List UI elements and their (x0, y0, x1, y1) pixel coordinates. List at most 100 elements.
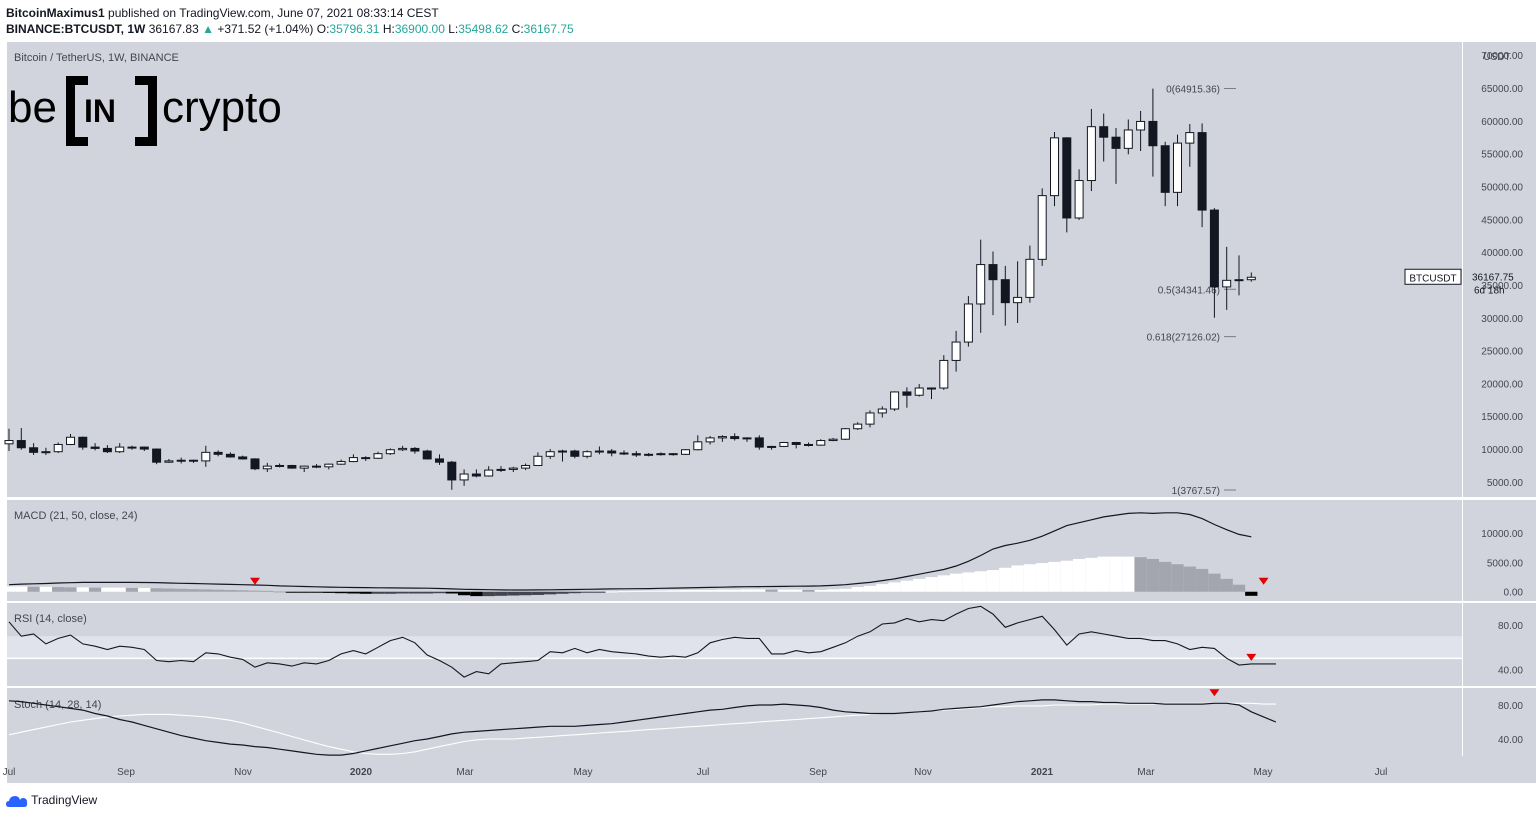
stoch-label: Stoch (14, 28, 14) (14, 699, 101, 711)
macd-histogram-bar (937, 575, 950, 592)
stoch-tick-label: 80.00 (1498, 701, 1523, 712)
chart-labels: Bitcoin / TetherUS, 1W, BINANCE BTCUSDT 3… (14, 52, 1514, 296)
price-tick-label: 25000.00 (1481, 347, 1523, 358)
candle-up (176, 459, 186, 462)
author-name[interactable]: BitcoinMaximus1 (6, 6, 105, 20)
candle-down (189, 459, 198, 462)
candle-up (521, 464, 531, 469)
candle-down (312, 465, 321, 468)
candle-up (681, 449, 690, 455)
time-tick-label: Nov (914, 767, 932, 778)
macd-histogram-bar (224, 589, 237, 592)
price-pane-bg-axis (1462, 42, 1536, 497)
time-tick-label: Jul (1375, 767, 1388, 778)
watermark-bracket-left-top (66, 76, 88, 85)
macd-histogram-bar (334, 591, 348, 594)
macd-histogram-bar (617, 591, 631, 593)
macd-histogram-bar (421, 591, 434, 594)
macd-histogram-bar (396, 591, 409, 594)
candle-down (102, 447, 112, 453)
stoch-pane-bg (7, 688, 1462, 756)
macd-histogram-bar (630, 590, 643, 592)
macd-histogram-bar (679, 589, 692, 592)
candle-down (78, 436, 88, 448)
candle-down (988, 264, 998, 281)
watermark-bracket-right-bottom (135, 137, 157, 146)
price-axis-unit: USDT (1483, 52, 1510, 63)
candle-up (1234, 279, 1244, 282)
candle-down (804, 443, 813, 446)
candle-up (385, 449, 395, 455)
rsi-pane-bg-axis (1462, 603, 1536, 686)
candle-up (644, 453, 654, 456)
macd-histogram-bar (999, 567, 1012, 592)
macd-histogram-bar (273, 591, 286, 593)
chart-title: Bitcoin / TetherUS, 1W, BINANCE (14, 52, 179, 64)
axis-separator (1462, 42, 1463, 756)
candle-up (459, 473, 469, 481)
candle-up (779, 442, 789, 447)
candle-up (41, 451, 51, 454)
time-tick-label: Mar (1137, 767, 1155, 778)
candle-up (53, 443, 63, 453)
rsi-tick-label: 80.00 (1498, 621, 1523, 632)
watermark-bracket-right-top (135, 76, 157, 85)
macd-histogram-bar (642, 590, 655, 592)
time-tick-label: Nov (234, 767, 252, 778)
price-tick-label: 30000.00 (1481, 314, 1523, 325)
candle-down (16, 440, 26, 449)
candle-down (754, 437, 764, 448)
change-up-icon: ▲ (202, 22, 214, 36)
candle-down (250, 458, 260, 470)
candle-up (484, 469, 494, 477)
candle-up (1086, 126, 1096, 182)
watermark-bracket-right (148, 76, 157, 146)
time-axis-bg (7, 756, 1536, 783)
candle-up (558, 450, 567, 453)
candle-down (435, 458, 444, 463)
candle-down (287, 464, 297, 469)
low-label: L: (448, 22, 459, 36)
signal-marker (1246, 653, 1257, 661)
macd-line (8, 512, 1252, 591)
candle-down (1111, 136, 1121, 149)
candle-up (373, 453, 383, 459)
price-tick-label: 5000.00 (1487, 478, 1524, 489)
macd-histogram-bar (1195, 568, 1209, 592)
macd-histogram-bar (138, 587, 151, 592)
last-price-label: 36167.75 (1472, 272, 1514, 283)
macd-histogram-bar (1023, 564, 1037, 592)
macd-histogram-bar (1048, 561, 1061, 592)
time-axis: Jul Sep Nov 2020 Mar May Jul Sep Nov 2021 Mar May Ju… (3, 767, 1388, 778)
price-tick-label: 35000.00 (1481, 281, 1523, 292)
macd-histogram-bar (199, 589, 212, 592)
candle-up (1185, 132, 1195, 144)
publish-info: published on TradingView.com, June 07, 2… (108, 6, 439, 20)
tradingview-logo[interactable]: TradingView (6, 793, 97, 808)
candle-up (976, 264, 986, 305)
pane-backgrounds (7, 42, 1536, 783)
stoch-k-line (8, 699, 1277, 756)
candle-down (619, 452, 629, 455)
macd-pane-bg-axis (1462, 500, 1536, 601)
macd-histogram-bar (1146, 558, 1160, 592)
candle-up (914, 387, 924, 396)
macd-histogram-bar (593, 591, 606, 593)
time-tick-label: Jul (3, 767, 16, 778)
candle-up (1173, 142, 1182, 193)
candle-up (201, 451, 211, 462)
close-label: C: (511, 22, 524, 36)
time-tick-label: May (1254, 767, 1273, 778)
price-pane-bg (7, 42, 1462, 497)
macd-histogram-bar (507, 591, 520, 596)
fib-retracement: 0(64915.36) 0.5(34341.46) 0.618(27126.02) 1… (1147, 85, 1236, 497)
macd-histogram-bar (568, 591, 581, 594)
price-tick-label: 20000.00 (1481, 379, 1523, 390)
candle-down (152, 448, 162, 463)
macd-histogram-bar (248, 590, 262, 592)
rsi-tick-label: 40.00 (1498, 665, 1523, 676)
candle-up (66, 436, 75, 445)
watermark-bracket-left (66, 76, 75, 146)
stoch-tick-label: 40.00 (1498, 735, 1523, 746)
